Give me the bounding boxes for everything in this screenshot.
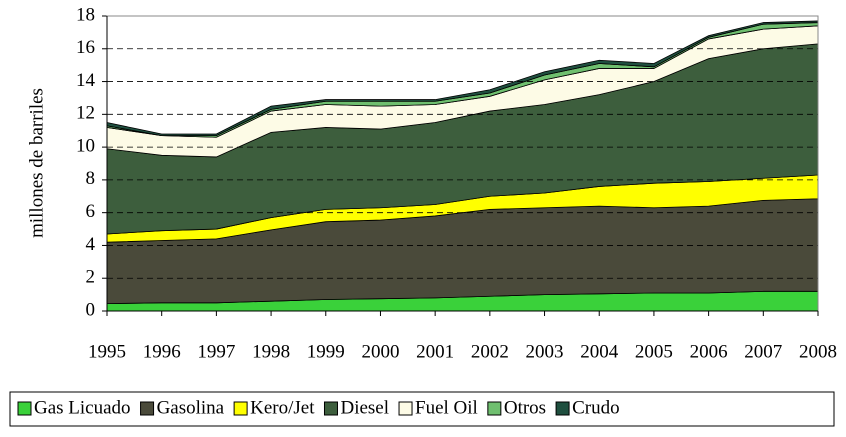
- y-tick-label: 14: [76, 70, 96, 91]
- legend-label: Gas Licuado: [34, 397, 131, 418]
- y-tick-label: 10: [76, 135, 95, 156]
- legend-label: Gasolina: [157, 397, 225, 418]
- x-tick-label: 1999: [307, 341, 345, 362]
- legend-label: Kero/Jet: [250, 397, 315, 418]
- y-tick-label: 12: [76, 103, 95, 124]
- x-tick-label: 2001: [416, 341, 454, 362]
- legend-label: Diesel: [340, 397, 389, 418]
- y-tick-label: 8: [86, 168, 96, 189]
- y-tick-label: 4: [86, 234, 96, 255]
- x-tick-label: 2008: [799, 341, 837, 362]
- y-tick-label: 18: [76, 4, 95, 25]
- legend-swatch: [555, 401, 570, 416]
- y-tick-label: 2: [86, 267, 96, 288]
- y-tick-label: 16: [76, 37, 95, 58]
- x-tick-label: 2002: [471, 341, 509, 362]
- x-tick-label: 2007: [744, 341, 782, 362]
- legend-swatch: [487, 401, 502, 416]
- y-tick-label: 0: [86, 299, 96, 320]
- legend-swatch: [140, 401, 155, 416]
- x-tick-label: 2000: [361, 341, 399, 362]
- x-tick-label: 2003: [526, 341, 564, 362]
- legend-swatch: [398, 401, 413, 416]
- x-tick-label: 1997: [197, 341, 235, 362]
- x-tick-label: 1998: [252, 341, 290, 362]
- x-tick-label: 2005: [635, 341, 673, 362]
- legend-label: Fuel Oil: [415, 397, 478, 418]
- x-tick-label: 1996: [143, 341, 181, 362]
- legend-label: Crudo: [572, 397, 620, 418]
- legend-swatch: [233, 401, 248, 416]
- y-tick-label: 6: [86, 201, 96, 222]
- legend-box: [9, 391, 835, 427]
- legend-swatch: [17, 401, 32, 416]
- legend-label: Otros: [504, 397, 546, 418]
- x-tick-label: 1995: [88, 341, 126, 362]
- legend-swatch: [323, 401, 338, 416]
- x-tick-label: 2004: [580, 341, 619, 362]
- x-tick-label: 2006: [690, 341, 728, 362]
- y-axis-label: millones de barriles: [26, 88, 47, 238]
